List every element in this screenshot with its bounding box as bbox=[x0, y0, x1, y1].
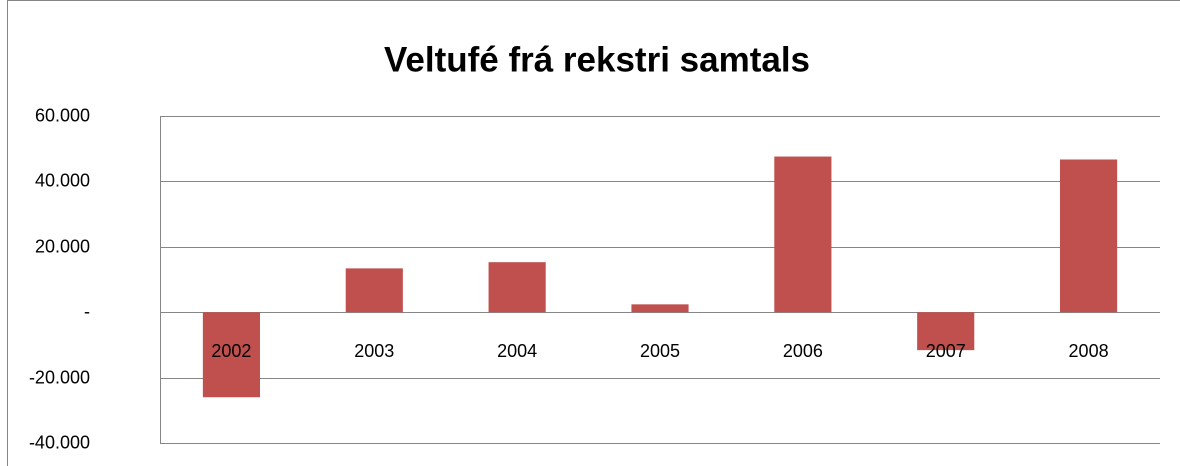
chart-title: Veltufé frá rekstri samtals bbox=[384, 40, 810, 79]
y-tick-label: - bbox=[84, 301, 90, 321]
x-tick-label: 2008 bbox=[1069, 341, 1109, 361]
bar bbox=[1060, 159, 1118, 313]
x-tick-label: 2004 bbox=[497, 341, 537, 361]
bar bbox=[631, 304, 689, 313]
bar bbox=[202, 312, 260, 398]
bar bbox=[488, 262, 546, 313]
y-tick-label: 40.000 bbox=[35, 170, 90, 190]
bar bbox=[917, 312, 975, 351]
bar bbox=[345, 268, 403, 313]
y-tick-label: 60.000 bbox=[35, 105, 90, 125]
y-tick-label: 20.000 bbox=[35, 236, 90, 256]
x-tick-label: 2003 bbox=[354, 341, 394, 361]
y-tick-label: -20.000 bbox=[29, 367, 90, 387]
bar bbox=[774, 156, 832, 313]
y-tick-label: -40.000 bbox=[29, 432, 90, 452]
x-tick-label: 2005 bbox=[640, 341, 680, 361]
x-tick-label: 2006 bbox=[783, 341, 823, 361]
x-tick-label: 2007 bbox=[926, 341, 966, 361]
x-tick-label: 2002 bbox=[211, 341, 251, 361]
